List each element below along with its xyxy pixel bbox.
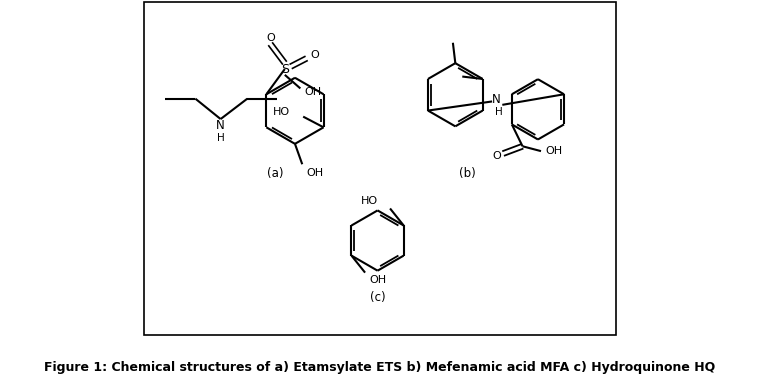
Text: O: O [267,33,276,43]
Text: HO: HO [272,107,290,117]
Text: (b): (b) [459,167,476,181]
Text: OH: OH [307,168,324,178]
Text: (c): (c) [370,291,385,304]
Text: O: O [492,151,501,161]
Text: O: O [310,50,319,60]
Text: N: N [217,119,225,132]
Text: S: S [280,63,289,75]
Text: OH: OH [305,87,321,97]
Text: OH: OH [545,146,562,156]
Text: Figure 1: Chemical structures of a) Etamsylate ETS b) Mefenamic acid MFA c) Hydr: Figure 1: Chemical structures of a) Etam… [44,361,716,374]
Text: HO: HO [361,196,378,206]
Text: OH: OH [369,275,387,285]
Text: H: H [217,133,224,143]
Text: (a): (a) [268,167,283,181]
Text: H: H [495,107,502,117]
Text: N: N [492,93,500,106]
